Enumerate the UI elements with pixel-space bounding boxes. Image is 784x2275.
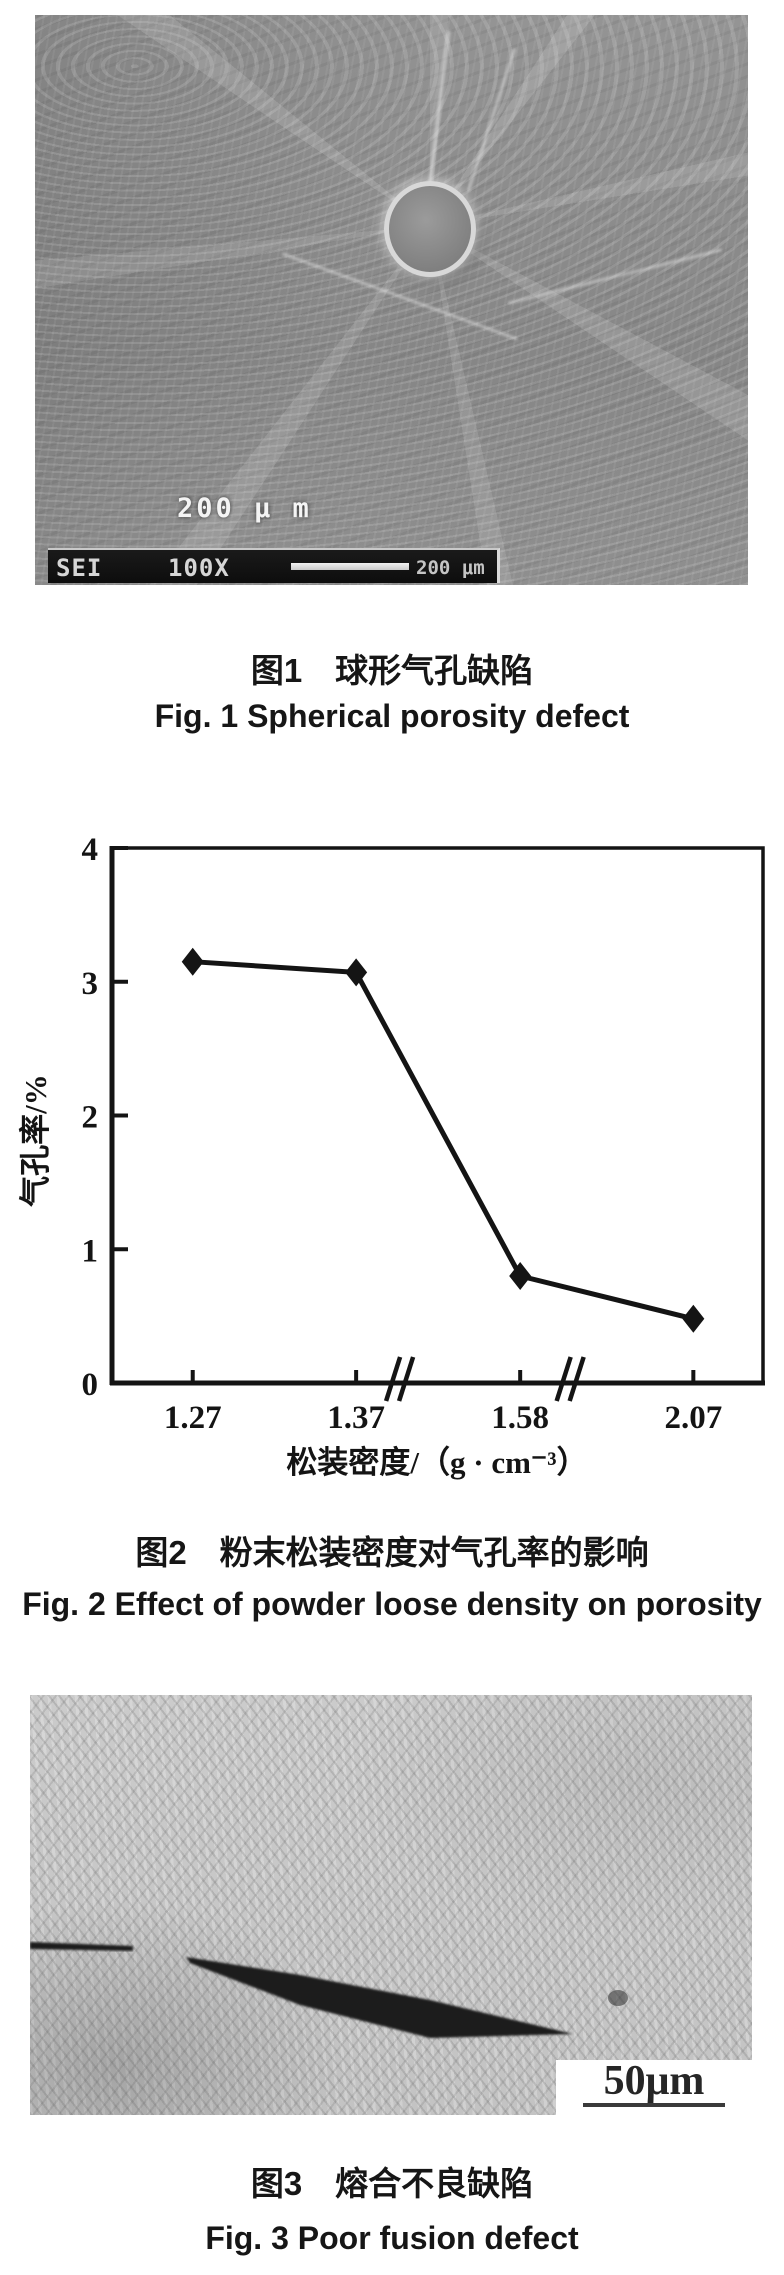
fig2-caption-en: Fig. 2 Effect of powder loose density on… (22, 1586, 762, 1622)
fig3-caption: 图3 熔合不良缺陷 Fig. 3 Poor fusion defect (0, 2163, 784, 2259)
fig1-caption: 图1 球形气孔缺陷 Fig. 1 Spherical porosity defe… (0, 650, 784, 737)
plot-frame (110, 846, 765, 1385)
x-axis-title: 松装密度/（g · cm⁻³） (286, 1445, 587, 1480)
defect-blade (186, 1957, 573, 2038)
sem-info-bar: SEI 100X 200 μm (48, 548, 500, 583)
x-tick-label: 1.27 (164, 1400, 222, 1436)
fig1-caption-zh: 图1 球形气孔缺陷 (250, 652, 534, 689)
fig3-scale-box: 50μm (556, 2060, 752, 2115)
y-tick-label: 0 (82, 1367, 99, 1403)
scale-bar-label: 200 μm (416, 557, 485, 579)
fig3-caption-zh: 图3 熔合不良缺陷 (250, 2165, 534, 2202)
fig2-porosity-chart: 0 1 2 3 4 1.27 1.37 1.58 2.07 气孔率/% 松装密度/（g · cm⁻³… (18, 832, 765, 1480)
sem-streak (466, 48, 517, 192)
data-point-diamond (682, 1304, 705, 1333)
axis-break-mark (396, 1356, 416, 1402)
defect-spot (608, 1990, 628, 2006)
defect-thin-line (30, 1942, 133, 1951)
data-line (192, 959, 694, 1322)
data-point-diamond (509, 1262, 532, 1290)
x-tick-label: 1.58 (491, 1400, 549, 1436)
axis-break-mark (383, 1356, 403, 1402)
sem-streak (427, 30, 451, 190)
y-tick-label: 1 (82, 1233, 99, 1269)
fig3-caption-en: Fig. 3 Poor fusion defect (205, 2220, 579, 2256)
data-point-diamond (181, 947, 204, 976)
fig3-micrograph: 50μm (30, 1695, 752, 2115)
fig2-caption-zh: 图2 粉末松装密度对气孔率的影响 (135, 1534, 649, 1571)
fig1-sem-image: 200 μ m SEI 100X 200 μm (35, 15, 748, 585)
data-point-diamond (345, 958, 368, 987)
poor-fusion-defect (30, 1942, 628, 2038)
sem-detector-label: SEI (56, 554, 103, 582)
x-tick-label: 1.37 (327, 1400, 385, 1436)
y-axis-title: 气孔率/% (18, 1074, 53, 1208)
axis-break-mark (567, 1356, 586, 1402)
sem-streak (507, 248, 723, 305)
fig2-caption: 图2 粉末松装密度对气孔率的影响 Fig. 2 Effect of powder… (0, 1532, 784, 1625)
y-tick-label: 4 (82, 832, 99, 868)
axis-break-mark (554, 1356, 573, 1402)
spherical-pore (384, 181, 476, 277)
fig3-scale-rule (583, 2103, 725, 2107)
scale-bar-line (291, 563, 409, 570)
y-tick-label: 2 (82, 1100, 99, 1136)
sem-magnification-label: 100X (168, 554, 230, 582)
fig1-caption-en: Fig. 1 Spherical porosity defect (154, 698, 630, 734)
fig3-scale-label: 50μm (603, 2058, 705, 2104)
x-tick-label: 2.07 (664, 1400, 722, 1436)
y-tick-label: 3 (82, 966, 99, 1002)
sem-scale-annotation: 200 μ m (177, 493, 312, 524)
